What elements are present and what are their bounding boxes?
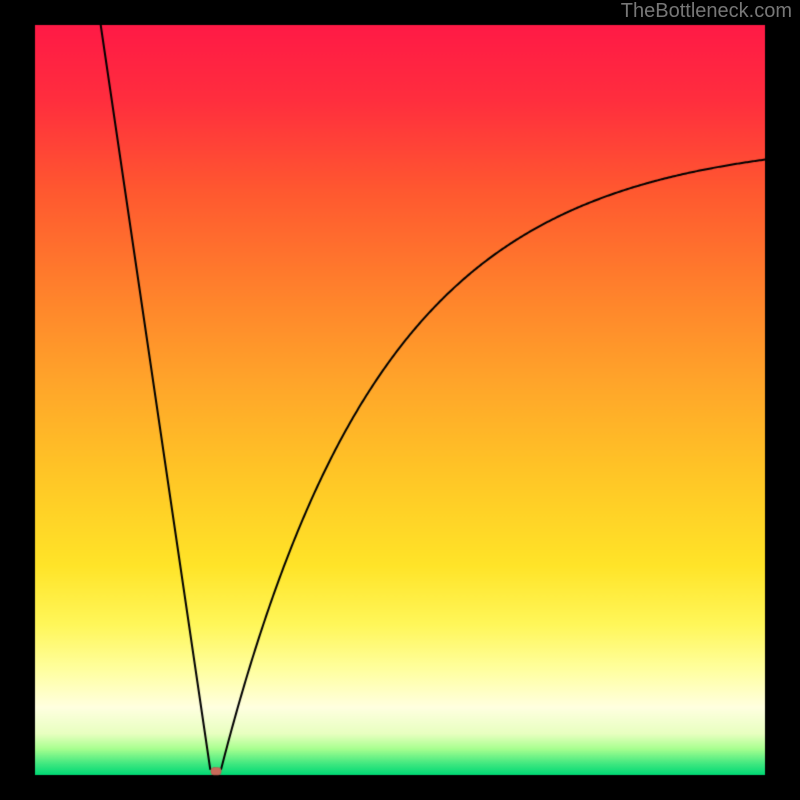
bottleneck-chart-canvas <box>0 0 800 800</box>
chart-container: TheBottleneck.com <box>0 0 800 800</box>
watermark-text: TheBottleneck.com <box>621 0 792 23</box>
